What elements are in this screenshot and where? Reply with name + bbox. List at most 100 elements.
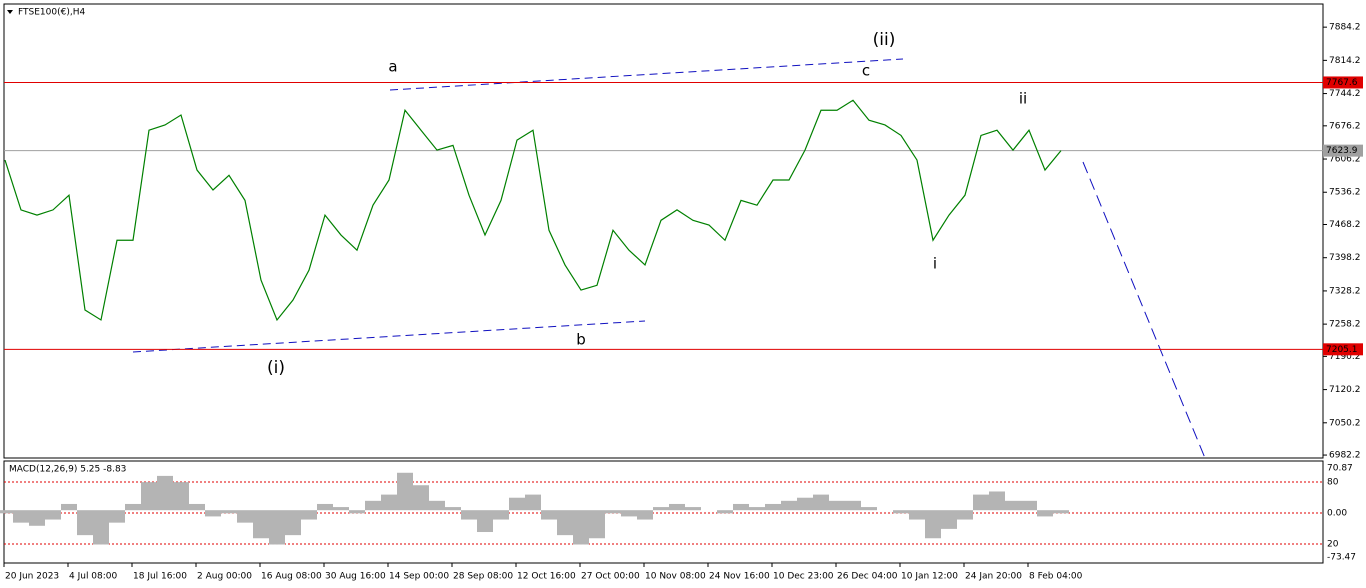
macd-bar bbox=[989, 491, 1005, 511]
macd-bar bbox=[301, 510, 317, 520]
macd-tick-label: 70.87 bbox=[1327, 464, 1353, 474]
macd-bar bbox=[445, 507, 461, 511]
x-tick-label: 10 Nov 08:00 bbox=[645, 572, 706, 582]
macd-bar bbox=[813, 494, 829, 511]
macd-bar bbox=[157, 475, 173, 511]
macd-bar bbox=[269, 510, 285, 545]
macd-bar bbox=[413, 485, 429, 511]
y-tick-label: 7676.2 bbox=[1329, 121, 1361, 131]
y-tick-label: 7536.2 bbox=[1329, 188, 1361, 198]
macd-bar bbox=[253, 510, 269, 539]
price-label: 7767.6 bbox=[1326, 78, 1358, 88]
y-tick-label: 7884.2 bbox=[1329, 23, 1361, 33]
x-tick-label: 18 Jul 16:00 bbox=[133, 572, 187, 582]
macd-tick-label: 80 bbox=[1327, 478, 1339, 488]
macd-bar bbox=[29, 510, 45, 526]
macd-bar bbox=[1005, 500, 1021, 511]
macd-bar bbox=[429, 500, 445, 511]
macd-bar bbox=[893, 510, 909, 514]
macd-bar bbox=[237, 510, 253, 523]
wave-label: i bbox=[933, 255, 937, 273]
y-tick-label: 7258.2 bbox=[1329, 320, 1361, 330]
macd-bar bbox=[573, 510, 589, 545]
macd-bar bbox=[797, 497, 813, 511]
macd-bar bbox=[669, 503, 685, 511]
macd-bar bbox=[557, 510, 573, 536]
x-tick-label: 27 Oct 00:00 bbox=[581, 572, 640, 582]
y-tick-label: 7398.2 bbox=[1329, 253, 1361, 263]
x-tick-label: 12 Oct 16:00 bbox=[517, 572, 576, 582]
trend-line bbox=[132, 320, 646, 353]
y-tick-label: 7744.2 bbox=[1329, 89, 1361, 99]
main-pane bbox=[3, 3, 1324, 459]
price-label-box bbox=[1323, 144, 1363, 157]
x-tick-label: 30 Aug 16:00 bbox=[325, 572, 386, 582]
macd-bar bbox=[125, 503, 141, 511]
macd-bar bbox=[749, 507, 765, 511]
macd-bar bbox=[781, 500, 797, 511]
macd-bar bbox=[285, 510, 301, 536]
macd-bar bbox=[477, 510, 493, 533]
menu-arrow bbox=[7, 10, 13, 14]
x-tick-label: 28 Sep 08:00 bbox=[453, 572, 513, 582]
y-tick-label: 7050.2 bbox=[1329, 418, 1361, 428]
macd-bar bbox=[605, 510, 621, 514]
price-label-box bbox=[1323, 76, 1363, 89]
macd-bar bbox=[909, 510, 925, 520]
x-tick-label: 4 Jul 08:00 bbox=[69, 572, 118, 582]
macd-bar bbox=[333, 507, 349, 511]
trend-line bbox=[389, 58, 904, 91]
wave-label: b bbox=[576, 331, 586, 349]
macd-bar bbox=[1053, 510, 1069, 514]
macd-bar bbox=[589, 510, 605, 539]
x-tick-label: 24 Jan 20:00 bbox=[965, 572, 1022, 582]
macd-bar bbox=[941, 510, 957, 529]
macd-bar bbox=[77, 510, 93, 536]
macd-bar bbox=[525, 494, 541, 511]
macd-bar bbox=[349, 510, 365, 514]
y-tick-label: 7468.2 bbox=[1329, 220, 1361, 230]
macd-bar bbox=[765, 503, 781, 511]
x-tick-label: 8 Feb 04:00 bbox=[1029, 572, 1083, 582]
x-tick-label: 26 Dec 04:00 bbox=[837, 572, 898, 582]
macd-bar bbox=[957, 510, 973, 520]
macd-bar bbox=[189, 503, 205, 511]
macd-bar bbox=[317, 503, 333, 511]
macd-bar bbox=[365, 500, 381, 511]
macd-bar bbox=[541, 510, 557, 520]
chart-title: FTSE100(€),H4 bbox=[18, 8, 85, 18]
macd-bar bbox=[0, 510, 13, 514]
macd-bar bbox=[205, 510, 221, 517]
price-label: 7623.9 bbox=[1326, 146, 1358, 156]
x-tick-label: 2 Aug 00:00 bbox=[197, 572, 252, 582]
macd-label: MACD(12,26,9) 5.25 -8.83 bbox=[9, 465, 126, 475]
macd-bar bbox=[509, 497, 525, 511]
macd-bar bbox=[45, 510, 61, 520]
macd-bar bbox=[925, 510, 941, 539]
macd-bar bbox=[397, 472, 413, 511]
wave-label: (i) bbox=[267, 358, 285, 378]
macd-bar bbox=[61, 503, 77, 511]
x-tick-label: 14 Sep 00:00 bbox=[389, 572, 449, 582]
x-tick-label: 10 Dec 23:00 bbox=[773, 572, 834, 582]
wave-label: a bbox=[388, 58, 397, 76]
macd-bar bbox=[637, 510, 653, 520]
price-label-box bbox=[1323, 343, 1363, 356]
macd-bar bbox=[973, 494, 989, 511]
price-line bbox=[4, 99, 1062, 322]
wave-label: ii bbox=[1019, 90, 1027, 108]
macd-bar bbox=[685, 507, 701, 511]
macd-bar bbox=[381, 494, 397, 511]
macd-bar bbox=[493, 510, 509, 520]
x-tick-label: 10 Jan 12:00 bbox=[901, 572, 958, 582]
macd-bar bbox=[221, 510, 237, 514]
y-tick-label: 7190.2 bbox=[1329, 352, 1361, 362]
macd-bar bbox=[173, 482, 189, 511]
y-tick-label: 7328.2 bbox=[1329, 286, 1361, 296]
macd-bar bbox=[93, 510, 109, 545]
macd-bar bbox=[733, 503, 749, 511]
macd-bar bbox=[845, 500, 861, 511]
y-tick-label: 6982.2 bbox=[1329, 451, 1361, 461]
macd-bar bbox=[109, 510, 125, 523]
